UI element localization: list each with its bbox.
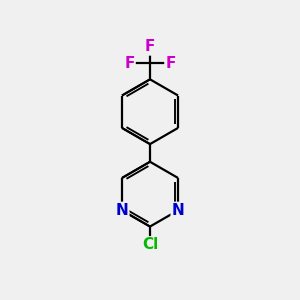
Text: F: F: [145, 39, 155, 54]
Text: N: N: [172, 203, 184, 218]
Text: Cl: Cl: [142, 237, 158, 252]
Text: F: F: [165, 56, 176, 70]
Text: F: F: [124, 56, 135, 70]
Text: N: N: [116, 203, 128, 218]
